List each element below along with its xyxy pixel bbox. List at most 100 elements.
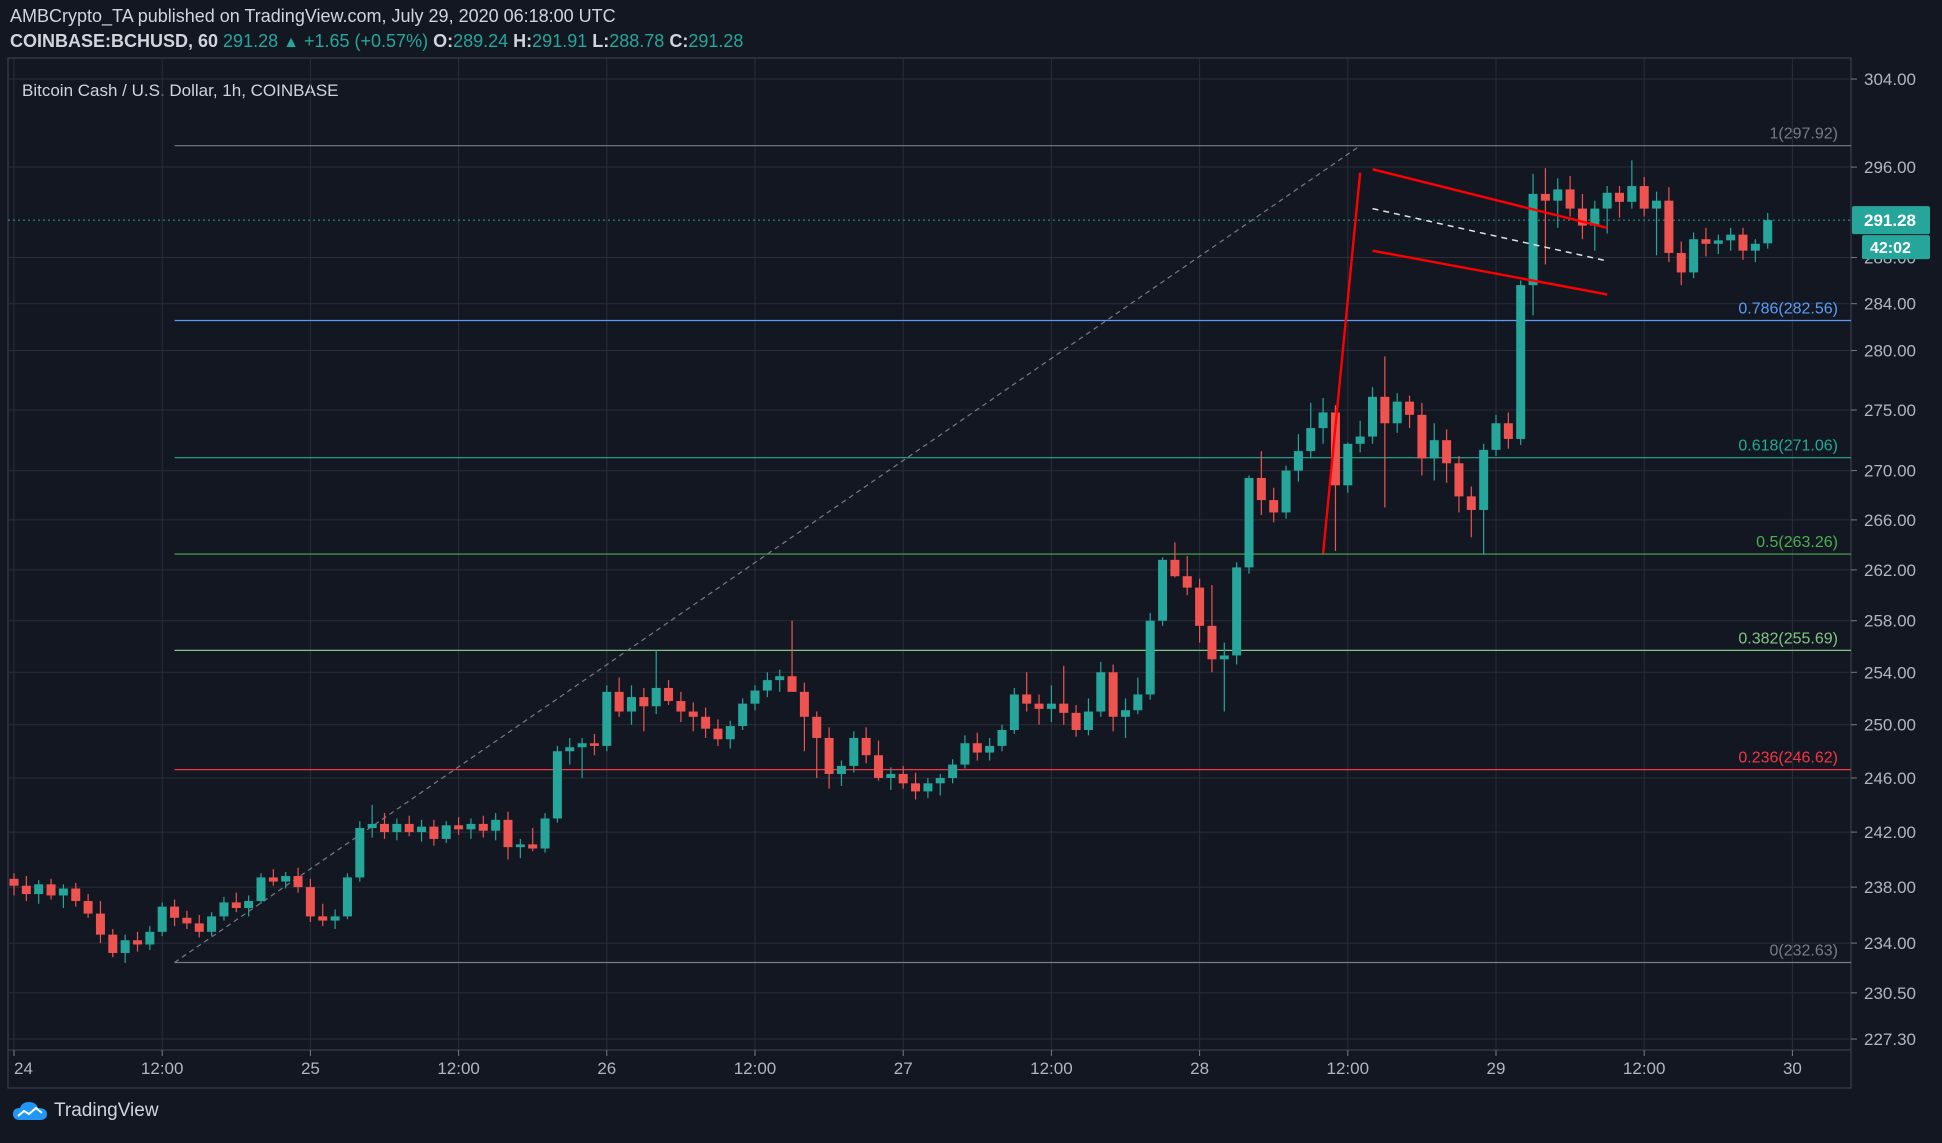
fib-trend-dashed-line (174, 145, 1361, 963)
candle-body (1540, 193, 1550, 201)
candle-body (120, 940, 130, 953)
candle-body (1652, 200, 1662, 209)
price-tick-label: 296.00 (1864, 158, 1916, 177)
price-axis[interactable]: 304.00296.00288.00284.00280.00275.00270.… (1851, 70, 1916, 1049)
candle-body (874, 755, 883, 778)
candle-body (342, 877, 352, 917)
candle-body (441, 825, 451, 839)
candle-body (948, 764, 958, 778)
fib-level-label: 0.786(282.56) (1738, 300, 1838, 317)
candle-body (849, 737, 859, 766)
countdown-tag-text: 42:02 (1870, 240, 1911, 257)
candle-body (503, 819, 513, 848)
close-value: 291.28 (688, 31, 744, 51)
candle-body (1170, 559, 1180, 577)
candle-body (738, 703, 748, 727)
candle-body (1577, 208, 1587, 226)
candle-body (83, 901, 93, 914)
last-price-tag-text: 291.28 (1864, 211, 1916, 230)
price-tick-label: 266.00 (1864, 511, 1916, 530)
candle-body (1701, 239, 1711, 244)
candle-body (1009, 694, 1019, 730)
candle-body (515, 844, 525, 848)
price-tick-label: 246.00 (1864, 769, 1916, 788)
time-axis[interactable]: 24 12:00 25 12:00 26 12:00 27 12:00 28 12:00 29 12:… (13, 1050, 1802, 1078)
candle-body (34, 884, 44, 895)
last-price-tag (1852, 206, 1930, 235)
time-tick-label: 26 (597, 1059, 616, 1078)
price-tick-label: 262.00 (1864, 561, 1916, 580)
candle-body (1083, 711, 1093, 730)
candle-body (478, 823, 488, 831)
time-tick-label: 25 (301, 1059, 320, 1078)
candle-body (21, 885, 31, 895)
candle-body (923, 783, 933, 792)
candle-body (293, 876, 303, 888)
candle-body (1615, 192, 1624, 202)
candle-body (1590, 208, 1600, 226)
candle-body (639, 697, 649, 707)
trend-drawings[interactable] (1321, 168, 1608, 554)
time-tick-label: 12:00 (1030, 1059, 1073, 1078)
fib-level-label: 1(297.92) (1770, 126, 1839, 143)
candle-body (1343, 443, 1353, 486)
candle-body (762, 680, 772, 691)
candle-body (108, 934, 118, 953)
candle-body (454, 825, 464, 830)
candle-body (404, 823, 414, 833)
fib-level-label: 0(232.63) (1770, 942, 1839, 959)
candle-body (1219, 655, 1229, 660)
candle-body (330, 916, 340, 921)
candle-body (9, 878, 19, 886)
candle-body (701, 716, 711, 729)
time-tick-label: 30 (1783, 1059, 1802, 1078)
up-triangle-icon: ▲ (283, 34, 299, 51)
candle-body (1034, 703, 1044, 709)
candle-body (380, 823, 389, 833)
candle-body (1442, 440, 1452, 464)
candle-body (1306, 428, 1316, 452)
candle-body (1664, 200, 1674, 253)
candle-body (367, 823, 377, 829)
price-tick-label: 234.00 (1864, 934, 1916, 953)
candle-body (1602, 192, 1612, 209)
candle-body (1763, 220, 1773, 244)
footer[interactable]: TradingView (12, 1100, 159, 1122)
candle-body (95, 913, 105, 935)
candle-body (1553, 189, 1563, 201)
candle-body (565, 747, 575, 752)
candle-body (911, 783, 921, 792)
symbol-label: COINBASE:BCHUSD, 60 (10, 31, 219, 51)
flag-pole-line (1321, 172, 1362, 554)
candle-body (58, 888, 68, 896)
low-value: 288.78 (609, 31, 665, 51)
candle-body (1207, 625, 1217, 660)
candle-body (1516, 285, 1526, 439)
price-tags: 291.28 42:02 (1852, 206, 1930, 260)
candle-body (256, 877, 266, 902)
candle-body (1293, 451, 1303, 471)
last-price: 291.28 (223, 31, 279, 51)
open-value: 289.24 (453, 31, 509, 51)
fibonacci-retracement[interactable]: 1(297.92) 0.786(282.56) 0.618(271.06) 0.5(2… (174, 126, 1851, 964)
candle-body (1368, 396, 1377, 437)
candle-body (1195, 587, 1205, 626)
time-tick-label: 12:00 (437, 1059, 480, 1078)
candle-body (1380, 396, 1390, 424)
chart-title: Bitcoin Cash / U.S. Dollar, 1h, COINBASE (22, 81, 339, 100)
candle-body (972, 743, 982, 753)
candle-body (824, 737, 834, 774)
candle-body (392, 823, 402, 833)
candle-body (1269, 500, 1279, 513)
tradingview-cloud-icon (13, 1102, 47, 1120)
candle-body (1182, 576, 1192, 588)
grid-lines (8, 58, 1851, 1050)
candle-body (1565, 189, 1575, 209)
price-tick-label: 242.00 (1864, 823, 1916, 842)
candle-body (787, 676, 797, 692)
candle-body (861, 737, 871, 756)
candle-body (1417, 414, 1427, 459)
high-value: 291.91 (532, 31, 588, 51)
candle-body (1046, 703, 1056, 709)
